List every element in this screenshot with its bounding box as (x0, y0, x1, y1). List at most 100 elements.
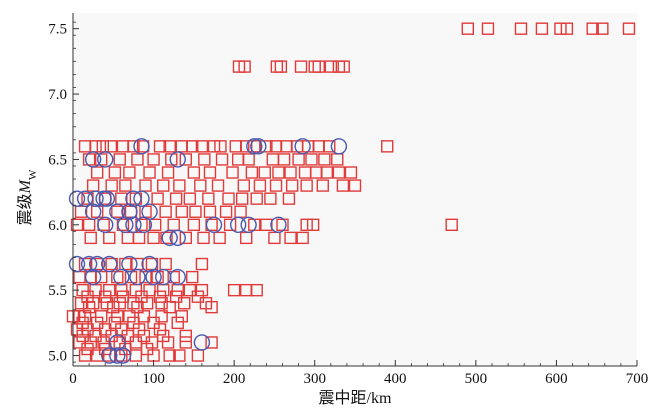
data-point-square (238, 60, 251, 73)
data-point-square (300, 218, 313, 232)
data-point-square (269, 179, 283, 192)
data-point-square (90, 257, 104, 271)
data-point-square (381, 140, 394, 153)
data-point-square (183, 192, 197, 205)
data-point-square (183, 283, 197, 297)
data-point-square (194, 179, 207, 192)
data-point-square (107, 300, 120, 314)
data-point-square (285, 179, 299, 192)
data-point-square (84, 336, 97, 349)
data-point-square (179, 336, 193, 349)
data-point-square (153, 290, 167, 303)
data-point-square (143, 283, 156, 297)
data-point-circle (133, 138, 150, 155)
data-point-square (207, 140, 221, 153)
data-point-square (94, 310, 108, 323)
data-point-square (195, 283, 209, 297)
data-point-square (78, 349, 92, 362)
data-point-square (284, 231, 297, 245)
data-point-square (143, 166, 156, 179)
data-point-square (222, 192, 235, 205)
x-tick-label: 200 (223, 371, 246, 387)
data-point-square (481, 22, 495, 35)
data-point-square (123, 310, 136, 323)
x-tick-label: 700 (626, 371, 649, 387)
data-point-square (147, 231, 160, 245)
data-point-square (461, 22, 474, 35)
data-point-square (175, 310, 188, 323)
y-axis-title-main: 震级 (16, 193, 34, 225)
data-point-circle (76, 190, 94, 207)
data-point-square (260, 140, 273, 153)
data-point-square (242, 153, 255, 166)
data-point-circle (240, 216, 257, 234)
data-point-square (103, 231, 116, 245)
data-point-circle (133, 190, 150, 207)
data-point-square (305, 153, 318, 166)
data-point-square (294, 60, 308, 73)
data-point-circle (68, 190, 86, 207)
data-point-square (264, 192, 277, 205)
data-point-square (211, 179, 225, 192)
data-point-square (284, 166, 297, 179)
data-point-square (250, 192, 263, 205)
data-point-square (173, 179, 186, 192)
data-point-square (163, 300, 176, 314)
data-point-square (157, 179, 170, 192)
data-point-square (127, 140, 140, 153)
data-point-square (214, 140, 227, 153)
data-point-circle (84, 268, 102, 286)
data-point-square (250, 283, 263, 297)
data-point-square (179, 231, 193, 245)
data-point-square (169, 192, 183, 205)
data-point-square (219, 205, 233, 218)
data-point-circle (250, 138, 267, 155)
data-point-square (274, 60, 288, 73)
data-point-square (535, 22, 549, 35)
data-point-square (74, 205, 88, 218)
data-point-circle (169, 151, 186, 168)
data-point-square (205, 336, 218, 349)
data-point-square (81, 342, 94, 356)
data-point-circle (169, 268, 186, 286)
data-point-square (90, 349, 104, 362)
data-point-square (123, 166, 136, 179)
data-point-square (227, 283, 241, 297)
data-point-square (514, 22, 528, 35)
data-point-square (127, 297, 140, 310)
data-point-square (161, 336, 175, 349)
data-point-square (282, 192, 296, 205)
data-point-square (324, 60, 338, 73)
data-point-square (94, 270, 108, 284)
data-point-circle (97, 216, 114, 234)
data-point-circle (84, 151, 102, 168)
data-point-square (240, 140, 253, 153)
data-point-circle (229, 216, 247, 234)
data-point-square (153, 323, 167, 336)
data-point-square (131, 153, 144, 166)
data-point-square (187, 218, 201, 232)
data-point-square (169, 290, 183, 303)
data-point-circle (117, 216, 134, 234)
data-point-square (108, 316, 122, 330)
data-point-square (223, 218, 237, 232)
data-point-square (260, 218, 273, 232)
data-point-square (111, 205, 124, 218)
data-point-square (348, 179, 362, 192)
data-point-square (186, 270, 199, 284)
data-point-square (195, 257, 209, 271)
data-point-square (258, 166, 271, 179)
data-point-square (179, 329, 193, 343)
data-point-square (189, 205, 202, 218)
data-point-square (160, 231, 173, 245)
x-tick-label: 300 (303, 371, 326, 387)
data-point-circle (169, 229, 186, 247)
data-point-square (554, 22, 567, 35)
data-point-circle (270, 216, 287, 234)
data-point-square (140, 342, 154, 356)
data-point-square (253, 179, 267, 192)
data-point-square (115, 192, 128, 205)
data-point-square (337, 60, 350, 73)
data-point-square (86, 297, 100, 310)
data-point-square (560, 22, 574, 35)
